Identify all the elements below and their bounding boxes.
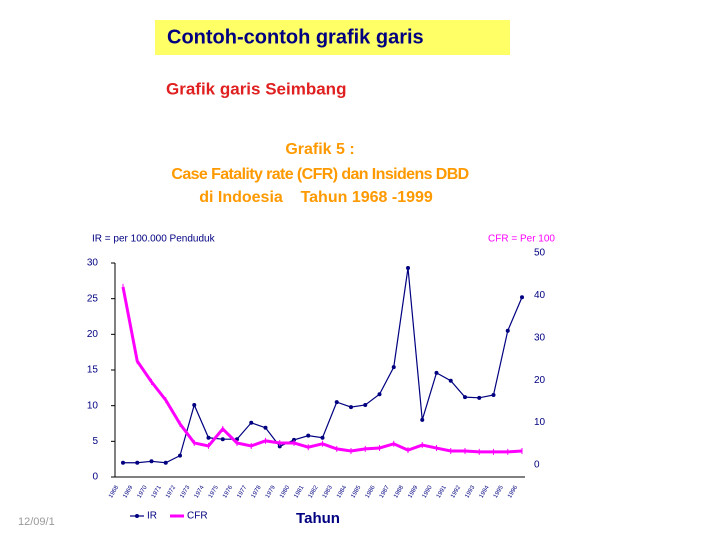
point (135, 460, 140, 465)
point (363, 402, 368, 407)
chart-title: di Indoesia Tahun 1968 -1999 (199, 189, 433, 206)
point (249, 420, 254, 425)
x-tick-label: 1981 (293, 484, 305, 499)
x-tick-label: 1996 (507, 484, 519, 499)
chart-title: Grafik 5 : (285, 141, 354, 158)
y-tick-label: 20 (87, 329, 99, 340)
x-tick-label: 1983 (322, 484, 334, 499)
point (377, 392, 382, 397)
y2-tick-label: 20 (534, 375, 546, 386)
point (406, 265, 410, 270)
x-tick-label: 1971 (151, 484, 163, 499)
x-tick-label: 1992 (450, 484, 462, 499)
footer-date: 12/09/1 (18, 516, 55, 528)
x-tick-label: 1975 (208, 484, 220, 499)
y-axis-label: IR = per 100.000 Penduduk (92, 234, 216, 245)
x-tick-label: 1977 (236, 484, 248, 499)
point (320, 435, 325, 440)
point (277, 444, 282, 449)
x-tick-label: 1972 (165, 484, 177, 499)
point (463, 395, 467, 400)
point (448, 378, 453, 383)
x-tick-label: 1980 (279, 484, 291, 499)
y2-tick-label: 30 (534, 332, 546, 343)
y-tick-label: 5 (92, 436, 98, 447)
point (121, 460, 125, 465)
x-tick-label: 1969 (122, 484, 134, 499)
x-tick-label: 1987 (379, 484, 391, 499)
point (292, 437, 296, 442)
y-tick-label: 25 (87, 293, 99, 304)
x-tick-label: 1985 (350, 484, 362, 499)
point (163, 460, 168, 465)
point (520, 295, 524, 300)
slide-subtitle: Grafik garis Seimbang (166, 79, 346, 98)
legend-label: IR (147, 511, 157, 522)
point (178, 453, 182, 458)
point (505, 328, 510, 333)
y2-axis-label: CFR = Per 100 (488, 234, 555, 245)
x-tick-label: 1991 (436, 484, 448, 499)
point (391, 365, 396, 370)
x-tick-label: 1984 (336, 484, 348, 499)
point (420, 417, 425, 422)
title-box (155, 20, 510, 55)
point (206, 435, 211, 440)
x-tick-label: 1989 (407, 484, 419, 499)
y-tick-label: 30 (87, 258, 99, 269)
x-tick-label: 1993 (464, 484, 476, 499)
x-tick-label: 1982 (308, 484, 320, 499)
point (149, 459, 154, 464)
series-line (123, 267, 523, 464)
x-tick-label: 1986 (365, 484, 377, 499)
y-tick-label: 10 (87, 400, 99, 411)
y2-tick-label: 10 (534, 417, 546, 428)
series-line (121, 286, 523, 454)
x-tick-label: 1978 (251, 484, 263, 499)
x-tick-label: 1994 (479, 484, 491, 499)
x-tick-label: 1974 (194, 484, 206, 499)
y-tick-label: 15 (87, 365, 99, 376)
point (306, 433, 311, 438)
point (349, 405, 353, 410)
x-tick-label: 1973 (179, 484, 191, 499)
y2-tick-label: 50 (534, 248, 546, 259)
x-axis-label: Tahun (296, 510, 340, 527)
x-tick-label: 1968 (108, 484, 120, 499)
point (220, 437, 225, 442)
x-tick-label: 1990 (422, 484, 434, 499)
point (192, 402, 197, 407)
point (334, 400, 339, 405)
x-tick-label: 1988 (393, 484, 405, 499)
legend-label: CFR (187, 511, 208, 522)
y2-tick-label: 40 (534, 290, 546, 301)
chart-title: Case Fatality rate (CFR) dan Insidens DB… (171, 166, 468, 183)
legend-marker (135, 514, 139, 518)
x-tick-label: 1976 (222, 484, 234, 499)
point (263, 425, 268, 430)
x-tick-label: 1979 (265, 484, 277, 499)
point (491, 392, 496, 397)
y-tick-label: 0 (92, 472, 98, 483)
y2-tick-label: 0 (534, 460, 540, 471)
x-tick-label: 1970 (137, 484, 149, 499)
point (477, 395, 482, 400)
point (434, 370, 439, 375)
x-tick-label: 1995 (493, 484, 505, 499)
slide-title: Contoh-contoh grafik garis (167, 26, 424, 48)
